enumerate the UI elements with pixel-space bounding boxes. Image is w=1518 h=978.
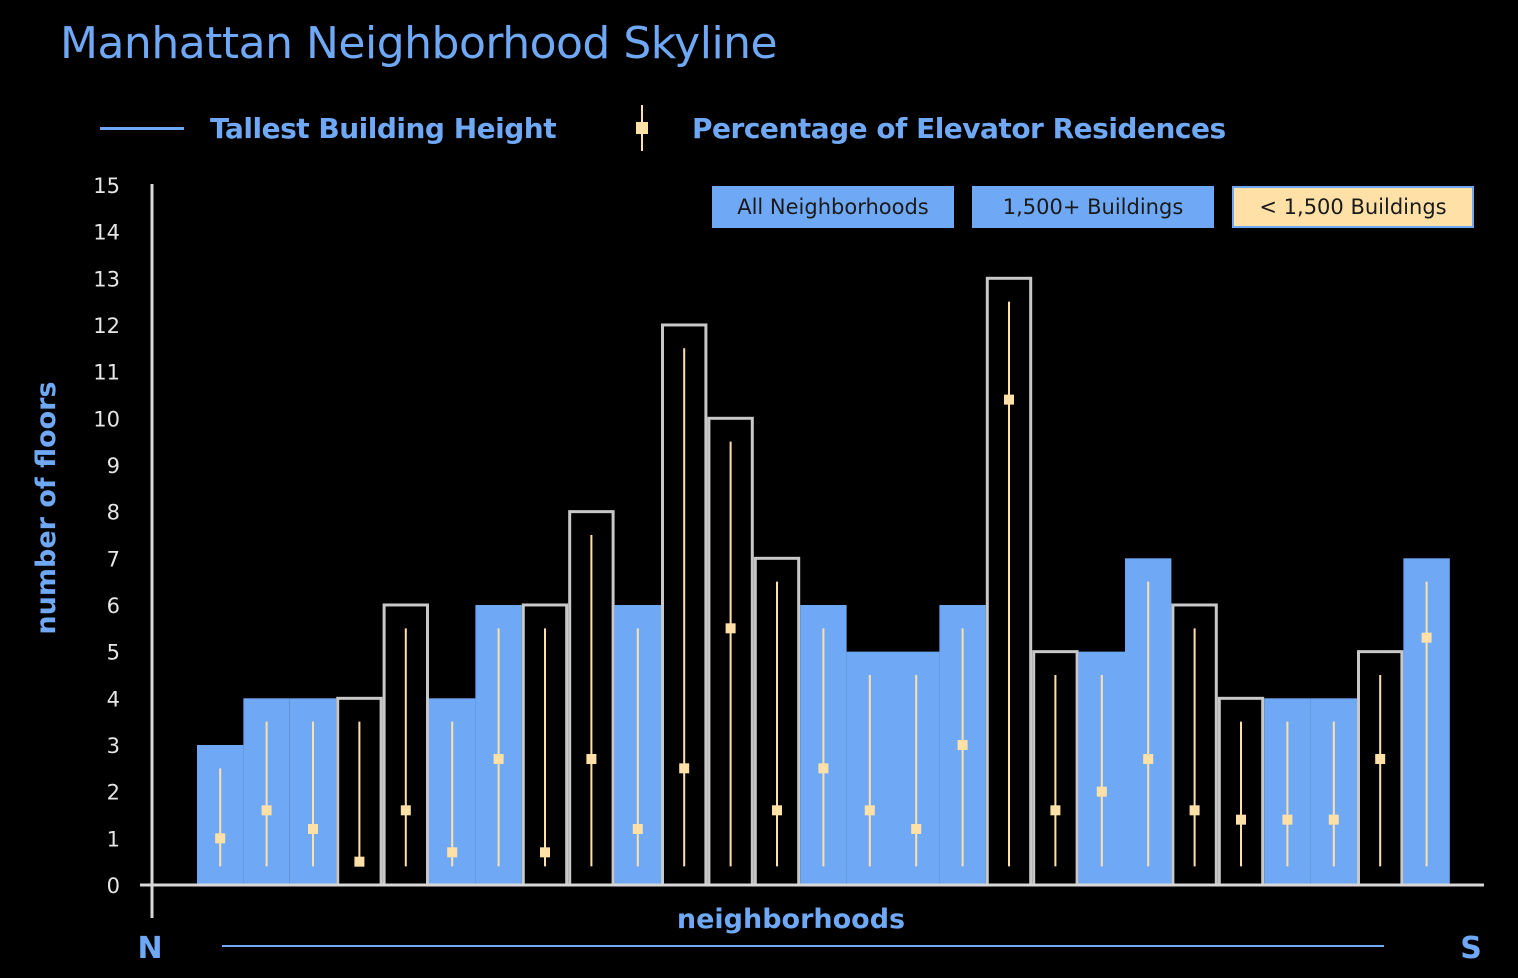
marker-10 <box>679 763 690 774</box>
filter-small-neighborhoods-button[interactable]: < 1,500 Buildings <box>1232 186 1474 228</box>
marker-7 <box>540 847 550 858</box>
direction-start-label: N <box>137 931 162 966</box>
filter-large-neighborhoods-button[interactable]: 1,500+ Buildings <box>972 186 1214 228</box>
y-tick-label-11: 11 <box>93 361 120 385</box>
y-tick-label-14: 14 <box>93 221 120 245</box>
marker-13 <box>818 763 829 774</box>
x-axis-label: neighborhoods <box>677 904 905 935</box>
marker-5 <box>447 847 458 858</box>
marker-20 <box>1143 753 1154 764</box>
y-tick-label-5: 5 <box>107 641 120 665</box>
marker-14 <box>864 805 875 816</box>
y-axis-label: number of floors <box>31 381 62 634</box>
marker-0 <box>215 833 226 844</box>
marker-12 <box>772 805 782 816</box>
y-tick-label-13: 13 <box>93 267 120 291</box>
marker-22 <box>1236 814 1246 825</box>
y-tick-label-8: 8 <box>107 501 120 525</box>
legend-line-swatch <box>100 126 184 130</box>
marker-1 <box>261 805 272 816</box>
marker-2 <box>308 823 318 834</box>
marker-24 <box>1328 814 1339 825</box>
marker-3 <box>354 856 365 867</box>
marker-18 <box>1050 805 1061 816</box>
marker-25 <box>1375 753 1386 764</box>
filter-all-neighborhoods-button[interactable]: All Neighborhoods <box>712 186 954 228</box>
marker-21 <box>1189 805 1200 816</box>
y-tick-label-4: 4 <box>107 687 120 711</box>
y-tick-label-0: 0 <box>107 874 120 898</box>
y-tick-label-9: 9 <box>107 454 120 478</box>
y-tick-label-15: 15 <box>93 174 120 198</box>
marker-15 <box>911 823 922 834</box>
legend: Tallest Building Height Percentage of El… <box>100 105 1300 151</box>
legend-label-elevator: Percentage of Elevator Residences <box>692 111 1226 145</box>
y-tick-label-12: 12 <box>93 314 120 338</box>
marker-4 <box>400 805 411 816</box>
legend-item-height[interactable]: Tallest Building Height <box>100 105 557 151</box>
marker-19 <box>1096 786 1107 797</box>
legend-errorbar-swatch <box>636 105 648 151</box>
marker-9 <box>632 823 643 834</box>
marker-8 <box>586 753 597 764</box>
chart-title: Manhattan Neighborhood Skyline <box>60 18 778 69</box>
y-tick-label-1: 1 <box>107 827 120 851</box>
marker-23 <box>1282 814 1293 825</box>
y-tick-label-6: 6 <box>107 594 120 618</box>
marker-26 <box>1421 632 1432 643</box>
legend-label-height: Tallest Building Height <box>210 111 557 145</box>
legend-item-elevator[interactable]: Percentage of Elevator Residences <box>636 105 1226 151</box>
y-tick-label-7: 7 <box>107 547 120 571</box>
y-tick-label-2: 2 <box>107 781 120 805</box>
marker-16 <box>957 739 968 750</box>
marker-11 <box>725 623 736 634</box>
marker-17 <box>1004 394 1014 405</box>
direction-end-label: S <box>1460 931 1482 966</box>
marker-6 <box>493 753 504 764</box>
y-tick-label-10: 10 <box>93 407 120 431</box>
y-tick-label-3: 3 <box>107 734 120 758</box>
